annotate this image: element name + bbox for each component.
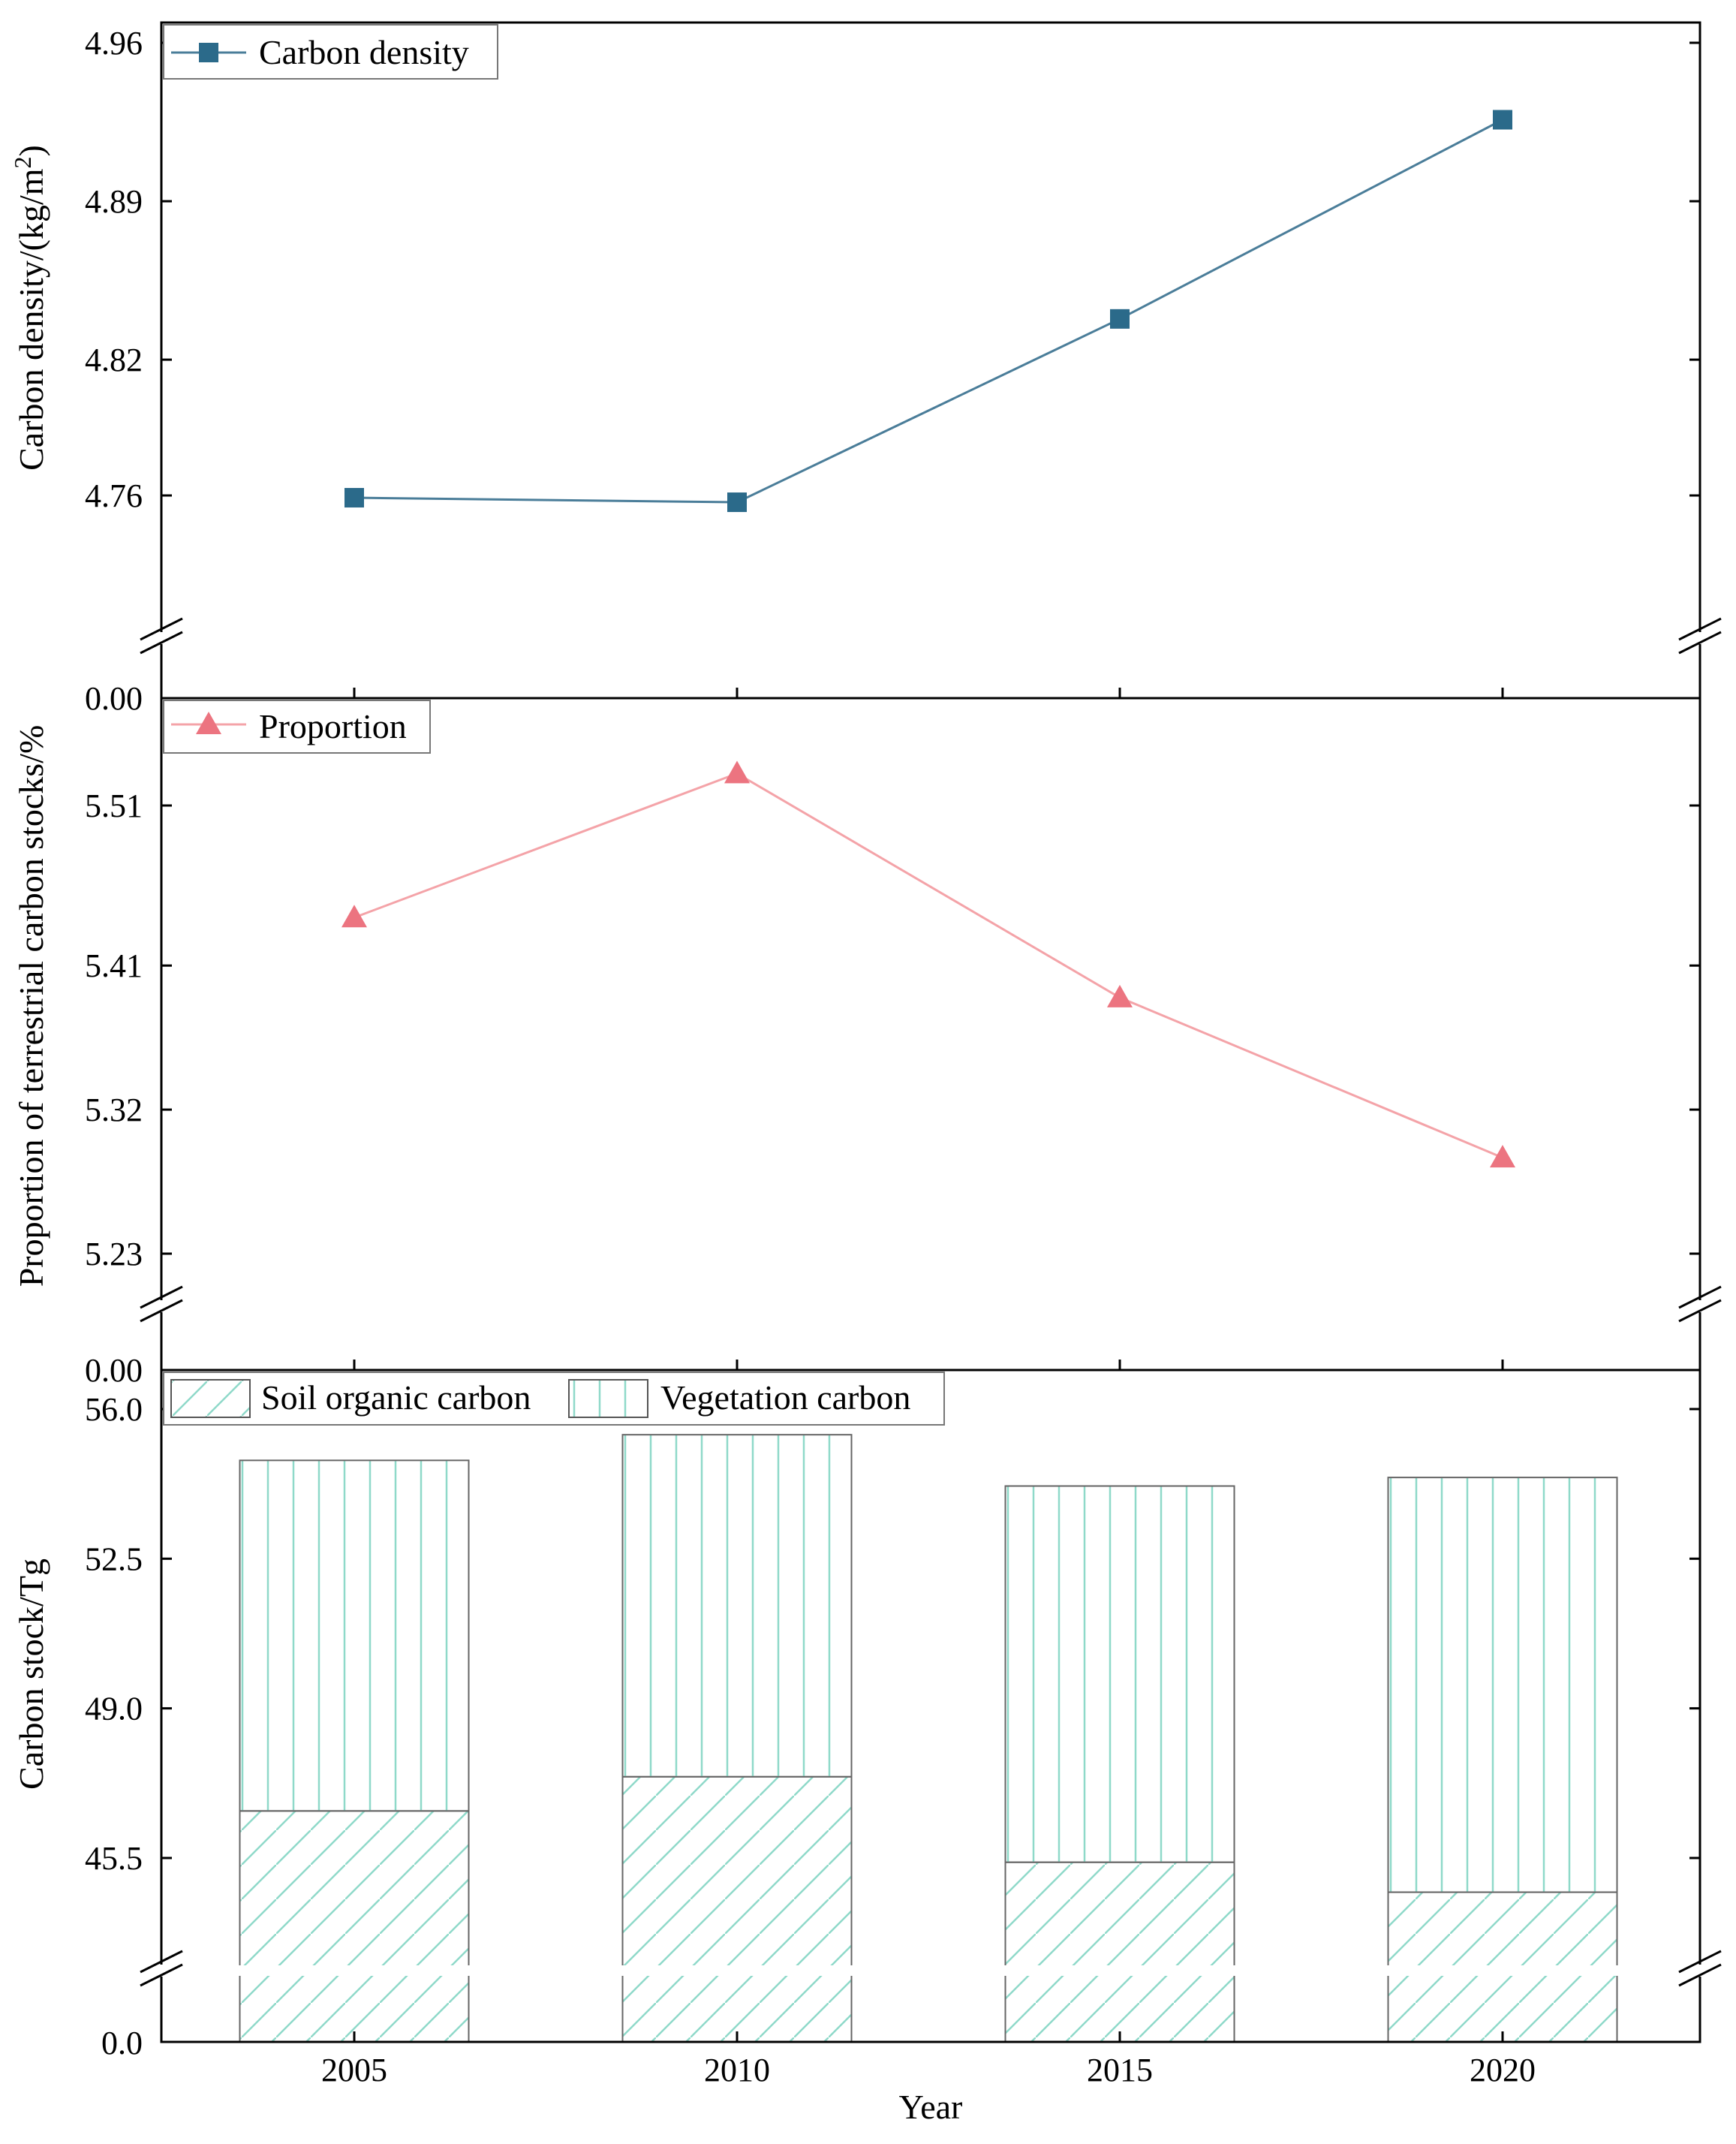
density-series xyxy=(344,110,1512,513)
stock-ytick-label: 45.5 xyxy=(85,1840,143,1877)
density-break-gap xyxy=(146,632,176,644)
density-point xyxy=(1110,309,1130,329)
proportion-break-line xyxy=(1678,1285,1722,1309)
proportion-break-gap xyxy=(146,1300,176,1312)
soil-bar-2010 xyxy=(621,1775,853,2043)
proportion-legend-marker xyxy=(196,712,221,734)
bar-break-gap-2005 xyxy=(236,1965,472,1976)
density-y-axis-title-sup: 2 xyxy=(9,156,36,168)
bar-break-gap-2015 xyxy=(1002,1965,1238,1976)
density-point xyxy=(727,492,747,513)
stock-break-line xyxy=(140,1950,183,1974)
stock-yticks: 45.5 49.0 52.5 56.0 xyxy=(85,1391,1700,2043)
density-axis-break xyxy=(140,617,1722,655)
proportion-line xyxy=(354,772,1503,1159)
soil-bar-2005 xyxy=(239,1810,470,2043)
vegetation-bar-2010 xyxy=(621,1434,853,1778)
stock-bars xyxy=(236,1434,1620,2043)
proportion-legend-label: Proportion xyxy=(259,707,407,745)
proportion-break-line xyxy=(1678,1299,1722,1323)
proportion-break-gap xyxy=(1685,1300,1715,1312)
density-y-axis-title: Carbon density/(kg/m2) xyxy=(9,145,50,471)
x-tick-label-2020: 2020 xyxy=(1470,2052,1536,2088)
density-line xyxy=(354,119,1503,504)
density-plot-frame xyxy=(160,21,1701,700)
proportion-y-axis-title: Proportion of terrestrial carbon stocks/… xyxy=(12,725,50,1287)
x-tick-label-2005: 2005 xyxy=(321,2052,387,2088)
proportion-yticks: 5.23 5.32 5.41 5.51 xyxy=(85,787,1700,1372)
density-break-gap xyxy=(1685,632,1715,644)
proportion-point xyxy=(341,905,367,928)
proportion-zero-label: 0.00 xyxy=(85,1352,143,1389)
proportion-panel: 0.00 5.23 5.32 5.41 5.51 Proportion Proport… xyxy=(12,697,1722,1389)
soil-bar-2015 xyxy=(1004,1861,1235,2043)
density-yticks: 4.76 4.82 4.89 4.96 xyxy=(85,25,1700,700)
stock-break-gap xyxy=(146,1965,176,1977)
proportion-point xyxy=(1490,1145,1515,1168)
density-legend: Carbon density xyxy=(163,24,498,80)
stock-panel: 0.0 45.5 49.0 52.5 56.0 2005 2010 2015 2020 So… xyxy=(12,1369,1722,2126)
stock-break-line xyxy=(1678,1963,1722,1987)
density-point xyxy=(1493,110,1512,130)
proportion-axis-break xyxy=(140,1285,1722,1323)
stock-legend: Soil organic carbon Vegetation carbon xyxy=(163,1372,945,1426)
proportion-ytick-label: 5.41 xyxy=(85,947,143,984)
bar-break-gap-2020 xyxy=(1385,1965,1620,1976)
density-zero-label: 0.00 xyxy=(85,680,143,717)
x-tick-label-2010: 2010 xyxy=(704,2052,770,2088)
proportion-ytick-label: 5.51 xyxy=(85,787,143,824)
stock-break-gap xyxy=(1685,1965,1715,1977)
stock-ytick-label: 49.0 xyxy=(85,1691,143,1727)
density-ytick-label: 4.82 xyxy=(85,342,143,378)
proportion-point xyxy=(724,760,750,784)
stock-ytick-label: 52.5 xyxy=(85,1540,143,1577)
vegetation-legend-label: Vegetation carbon xyxy=(660,1378,910,1417)
density-legend-marker xyxy=(199,43,218,62)
density-point xyxy=(344,488,364,508)
proportion-ytick-label: 5.32 xyxy=(85,1092,143,1128)
proportion-ytick-label: 5.23 xyxy=(85,1236,143,1272)
stock-y-axis-title: Carbon stock/Tg xyxy=(12,1558,50,1790)
proportion-point xyxy=(1107,984,1133,1007)
x-axis-title: Year xyxy=(899,2088,963,2126)
bar-break-gap-2010 xyxy=(619,1965,855,1976)
density-panel: 0.00 4.76 4.82 4.89 4.96 Carbon density Car… xyxy=(9,21,1722,717)
density-break-line xyxy=(1678,631,1722,655)
density-break-line xyxy=(1678,617,1722,641)
proportion-break-line xyxy=(140,1285,183,1309)
vegetation-bar-2015 xyxy=(1004,1485,1235,1863)
stock-plot-frame xyxy=(160,1369,1701,2043)
density-break-line xyxy=(140,617,183,641)
proportion-break-line xyxy=(140,1299,183,1323)
density-ytick-label: 4.76 xyxy=(85,477,143,514)
stock-xticks: 2005 2010 2015 2020 xyxy=(321,2052,1536,2088)
vegetation-bar-2020 xyxy=(1387,1477,1618,1893)
vegetation-bar-2005 xyxy=(239,1459,470,1812)
soil-legend-swatch xyxy=(170,1379,251,1418)
density-y-axis-title-end: ) xyxy=(12,145,50,156)
density-ytick-label: 4.89 xyxy=(85,183,143,220)
stock-ytick-label: 56.0 xyxy=(85,1391,143,1428)
density-ytick-label: 4.96 xyxy=(85,25,143,62)
density-break-line xyxy=(140,631,183,655)
proportion-legend: Proportion xyxy=(163,700,431,754)
stock-zero-label: 0.0 xyxy=(101,2025,143,2061)
x-tick-label-2015: 2015 xyxy=(1087,2052,1153,2088)
stock-axis-break xyxy=(140,1950,1722,1987)
proportion-plot-frame xyxy=(160,697,1701,1372)
soil-legend-label: Soil organic carbon xyxy=(261,1378,531,1417)
stock-legend-box xyxy=(163,1372,945,1426)
proportion-series xyxy=(341,760,1515,1168)
stock-break-line xyxy=(140,1963,183,1987)
stock-break-line xyxy=(1678,1950,1722,1974)
density-legend-label: Carbon density xyxy=(259,33,469,71)
vegetation-legend-swatch xyxy=(568,1379,648,1418)
